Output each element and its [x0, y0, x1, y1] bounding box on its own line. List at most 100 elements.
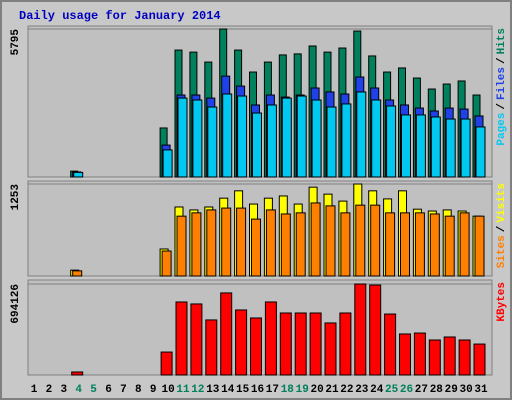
bar [459, 212, 470, 277]
legend: Pages / Files / Hits [496, 28, 508, 146]
bar [160, 351, 173, 376]
bar [401, 114, 411, 178]
y-tick-label: 5795 [10, 29, 22, 56]
legend-entry: Hits [496, 28, 508, 54]
bar [177, 97, 188, 178]
bar [266, 104, 277, 178]
bar [460, 118, 471, 178]
bar [252, 112, 262, 178]
bar [370, 204, 381, 277]
x-tick-label: 22 [340, 384, 353, 396]
x-tick-label: 19 [296, 384, 309, 396]
bar [309, 312, 322, 376]
x-tick-label: 21 [325, 384, 339, 396]
x-tick-label: 6 [105, 384, 112, 396]
x-tick-label: 12 [191, 384, 204, 396]
legend-entry: Visits [496, 183, 508, 223]
x-tick-label: 3 [60, 384, 67, 396]
legend-separator: / [496, 57, 508, 64]
bar [222, 93, 233, 178]
bar [295, 212, 306, 277]
bar [280, 213, 291, 277]
legend-entry: Sites [496, 235, 508, 268]
bar [429, 213, 440, 277]
x-tick-label: 5 [90, 384, 97, 396]
bar [371, 99, 382, 178]
bar [161, 250, 172, 277]
x-tick-label: 4 [75, 384, 82, 396]
x-tick-label: 20 [310, 384, 323, 396]
x-tick-label: 2 [46, 384, 53, 396]
bar [205, 319, 218, 376]
bar [428, 339, 441, 376]
y-tick-label: 694126 [10, 284, 22, 324]
bar [386, 105, 397, 178]
bar [162, 149, 173, 178]
bar [72, 270, 83, 277]
legend-separator: / [496, 103, 508, 110]
x-tick-label: 17 [266, 384, 279, 396]
bar [220, 292, 233, 376]
x-tick-label: 13 [206, 384, 220, 396]
bar [71, 371, 84, 376]
bar [445, 118, 456, 178]
x-tick-label: 1 [31, 384, 38, 396]
bar [279, 312, 292, 376]
bar [175, 301, 188, 376]
bar [355, 204, 366, 277]
bar [311, 99, 322, 178]
bar [339, 312, 352, 376]
bar [296, 95, 307, 178]
bar [354, 283, 367, 376]
bar [221, 207, 232, 277]
x-tick-label: 7 [120, 384, 127, 396]
bar [475, 126, 486, 178]
x-tick-label: 9 [150, 384, 157, 396]
bar [310, 202, 321, 277]
bar [340, 212, 351, 277]
x-tick-label: 8 [135, 384, 142, 396]
bar [206, 209, 217, 277]
chart-title: Daily usage for January 2014 [19, 9, 221, 23]
bar [400, 212, 410, 277]
x-tick-label: 30 [459, 384, 472, 396]
bar [474, 215, 485, 277]
bar [251, 218, 261, 277]
bar [473, 343, 486, 376]
bar [458, 339, 471, 376]
bar [250, 317, 262, 376]
bar [191, 212, 202, 277]
legend: Sites / Visits [496, 183, 508, 268]
bar [176, 215, 187, 277]
bar [73, 171, 84, 178]
bar [414, 212, 425, 277]
legend-entry: Pages [496, 113, 508, 146]
bar [369, 284, 382, 376]
x-tick-label: 11 [176, 384, 190, 396]
bar [294, 312, 307, 376]
bar [281, 97, 292, 178]
y-tick-label: 1253 [10, 184, 22, 211]
x-tick-label: 24 [370, 384, 384, 396]
bar [415, 114, 426, 178]
bar [356, 91, 367, 178]
bar [237, 95, 248, 178]
x-tick-label: 15 [236, 384, 250, 396]
bar [444, 215, 455, 277]
bar [325, 205, 336, 277]
x-tick-label: 27 [415, 384, 428, 396]
x-tick-label: 25 [385, 384, 399, 396]
bar [341, 103, 352, 178]
bar [192, 99, 203, 178]
bar [265, 209, 276, 277]
bar [207, 106, 218, 178]
x-tick-label: 29 [445, 384, 458, 396]
bar [326, 106, 337, 178]
x-tick-label: 26 [400, 384, 413, 396]
bar [413, 332, 426, 376]
bar [190, 303, 203, 376]
legend-separator: / [496, 225, 508, 232]
bar [324, 322, 337, 376]
x-tick-label: 31 [474, 384, 488, 396]
